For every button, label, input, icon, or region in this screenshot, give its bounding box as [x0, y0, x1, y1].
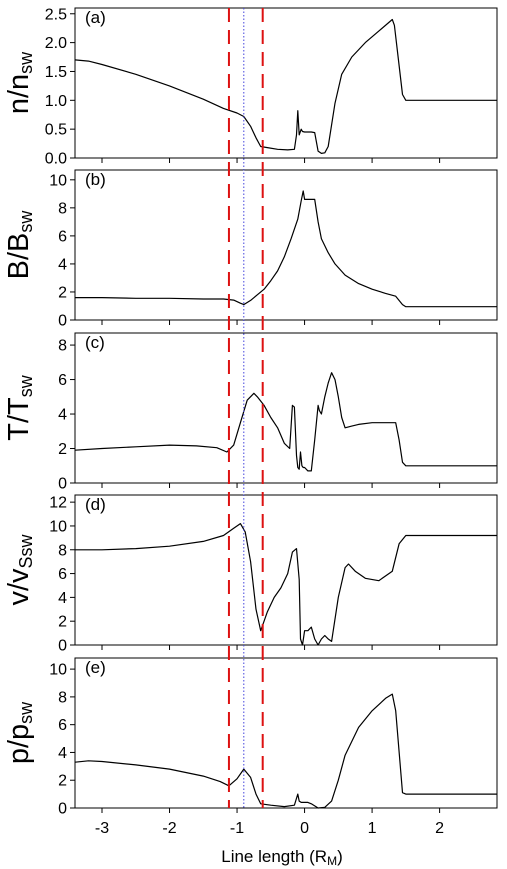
y-tick-label: 4 — [58, 590, 67, 607]
x-tick-label: -2 — [162, 820, 176, 837]
y-tick-label: 1.5 — [45, 64, 67, 81]
y-axis-label-e: p/psw — [3, 701, 36, 764]
y-axis-label-a: n/nsw — [3, 51, 36, 114]
y-tick-label: 8 — [58, 200, 67, 217]
y-tick-label: 10 — [49, 172, 67, 189]
y-tick-label: 4 — [58, 745, 67, 762]
y-tick-label: 0.0 — [45, 151, 67, 168]
y-tick-label: 0 — [58, 313, 67, 330]
panel-label-b: (b) — [85, 170, 106, 189]
x-tick-label: 0 — [300, 820, 309, 837]
y-tick-label: 2 — [58, 773, 67, 790]
panel-d-frame — [74, 494, 498, 646]
y-axis-label-main: v/v — [3, 568, 35, 606]
x-tick-label: 1 — [368, 820, 377, 837]
y-tick-label: 0.5 — [45, 122, 67, 139]
y-axis-label-b: B/Bsw — [3, 210, 36, 280]
series-line-b — [75, 190, 497, 308]
y-axis-label-c: T/Tsw — [3, 374, 36, 441]
y-tick-label: 2 — [58, 284, 67, 301]
y-tick-label: 8 — [58, 338, 67, 355]
series-line-e — [74, 693, 497, 809]
y-axis-label-sub: Ssw — [16, 533, 36, 568]
y-tick-label: 2 — [58, 614, 67, 631]
y-tick-label: 0 — [58, 476, 67, 493]
y-tick-label: 6 — [58, 372, 67, 389]
series-line-a — [74, 18, 497, 154]
y-axis-label-main: n/n — [3, 74, 35, 114]
y-tick-label: 10 — [49, 662, 67, 679]
y-tick-label: 6 — [58, 566, 67, 583]
panel-e: 0 2 4 6 8 10 (e) p/psw — [3, 657, 498, 818]
y-axis-label-d: v/vSsw — [3, 533, 36, 605]
x-axis-label: Line length (RM) — [221, 847, 343, 868]
panel-e-frame — [74, 657, 498, 809]
panel-a-frame — [74, 7, 498, 159]
series-line-d — [75, 522, 497, 646]
y-axis-label-main: B/B — [3, 233, 35, 280]
y-tick-label: 0 — [58, 801, 67, 818]
panel-c-frame — [74, 332, 498, 484]
y-tick-label: 12 — [49, 495, 67, 512]
y-tick-label: 6 — [58, 228, 67, 245]
panel-label-d: (d) — [85, 495, 106, 514]
y-tick-label: 1.0 — [45, 93, 67, 110]
y-tick-label: 4 — [58, 407, 67, 424]
y-axis-label-main: p/p — [3, 724, 35, 764]
y-axis-label-sub: sw — [16, 701, 36, 724]
y-axis-label-sub: sw — [16, 210, 36, 233]
y-axis-label-sub: sw — [16, 51, 36, 74]
panel-c: 0 2 4 6 8 (c) T/Tsw — [3, 332, 498, 493]
x-tick-label: -3 — [95, 820, 109, 837]
y-tick-label: 8 — [58, 542, 67, 559]
series-line-c — [74, 372, 497, 472]
y-tick-label: 2.0 — [45, 35, 67, 52]
overlay-layer: -3 -2 -1 0 1 2 — [95, 8, 444, 837]
y-tick-label: 2.5 — [45, 6, 67, 23]
panel-b: 0 2 4 6 8 10 (b) B/Bsw — [3, 169, 498, 330]
y-tick-label: 6 — [58, 717, 67, 734]
x-tick-label: -1 — [230, 820, 244, 837]
panel-label-e: (e) — [85, 658, 106, 677]
y-tick-label: 4 — [58, 256, 67, 273]
panel-a: 0.0 0.5 1.0 1.5 2.0 2.5 (a) n/nsw — [3, 6, 498, 168]
panel-b-frame — [74, 169, 498, 321]
panel-d: 0 2 4 6 8 10 12 (d) v/vSsw — [3, 494, 498, 655]
y-tick-label: 2 — [58, 441, 67, 458]
y-tick-label: 0 — [58, 638, 67, 655]
panel-label-c: (c) — [85, 333, 105, 352]
panel-label-a: (a) — [85, 8, 106, 27]
y-axis-label-sub: sw — [16, 374, 36, 397]
y-tick-label: 10 — [49, 518, 67, 535]
x-tick-label: 2 — [435, 820, 444, 837]
y-axis-label-main: T/T — [3, 397, 35, 441]
y-tick-label: 8 — [58, 689, 67, 706]
